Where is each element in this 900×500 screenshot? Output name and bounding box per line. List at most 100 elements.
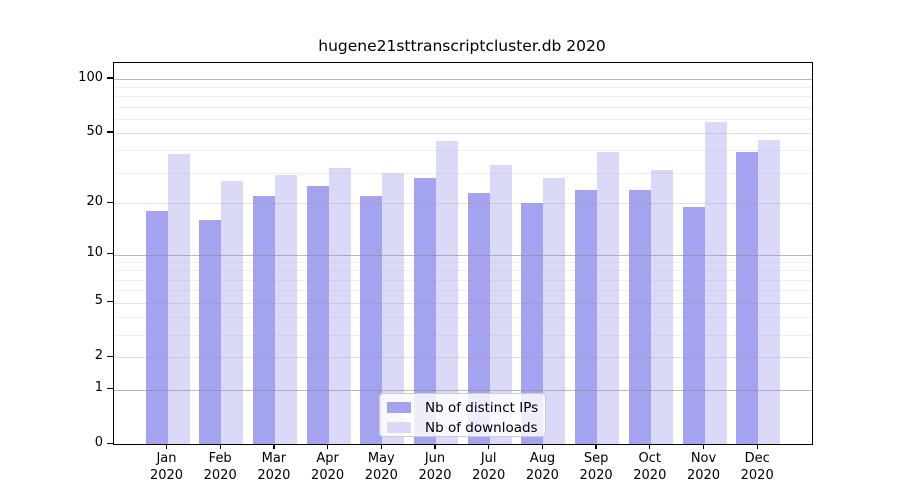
y-tick-label-100: 100 — [78, 69, 103, 85]
y-tick-label-10: 10 — [86, 245, 103, 261]
y-tick-mark-100 — [107, 77, 113, 79]
month-name: Mar — [261, 450, 287, 466]
bar-downloads — [274, 175, 297, 445]
gridline-40 — [114, 150, 812, 152]
bar-downloads — [328, 167, 351, 445]
month-year: 2020 — [633, 468, 667, 483]
bar-downloads — [382, 172, 405, 445]
x-tick-label-sep: Sep 2020 — [564, 450, 628, 485]
gridline-90 — [114, 87, 812, 89]
legend-item-downloads: Nb of downloads — [387, 419, 538, 436]
gridline-2 — [114, 357, 812, 359]
gridlines-layer — [114, 63, 812, 444]
legend: Nb of distinct IPs Nb of downloads — [379, 393, 546, 437]
y-tick-label-5: 5 — [94, 293, 103, 309]
gridline-80 — [114, 96, 812, 98]
x-tick-mark-apr — [326, 443, 329, 449]
chart-title: hugene21sttranscriptcluster.db 2020 — [318, 37, 606, 55]
bar-distinct-ips — [145, 211, 168, 445]
y-tick-label-20: 20 — [86, 193, 103, 209]
x-tick-label-jan: Jan 2020 — [135, 450, 199, 485]
bar-downloads — [758, 139, 781, 445]
gridline-50 — [114, 133, 812, 135]
gridline-1 — [114, 389, 812, 391]
x-tick-label-apr: Apr 2020 — [296, 450, 360, 485]
month-name: Oct — [638, 450, 662, 466]
y-tick-mark-10 — [107, 252, 113, 255]
month-year: 2020 — [364, 468, 398, 483]
month-year: 2020 — [257, 468, 291, 483]
month-year: 2020 — [579, 468, 613, 483]
month-name: Jan — [156, 450, 177, 466]
bar-distinct-ips — [628, 189, 651, 445]
x-tick-mark-mar — [273, 443, 275, 449]
bar-downloads — [489, 165, 512, 445]
gridline-9 — [114, 262, 812, 264]
bar-downloads — [221, 180, 244, 445]
bar-distinct-ips — [360, 196, 383, 445]
gridline-6 — [114, 290, 812, 292]
month-year: 2020 — [686, 468, 721, 483]
gridline-60 — [114, 118, 812, 120]
gridline-10 — [114, 254, 812, 256]
bar-downloads — [543, 177, 566, 445]
x-tick-label-feb: Feb 2020 — [188, 450, 252, 485]
y-tick-mark-20 — [107, 201, 113, 204]
gridline-70 — [114, 106, 812, 108]
x-tick-label-dec: Dec 2020 — [725, 450, 789, 485]
month-year: 2020 — [740, 468, 774, 483]
x-tick-mark-jun — [434, 443, 436, 449]
x-tick-mark-oct — [649, 443, 651, 449]
month-year: 2020 — [203, 468, 237, 483]
month-name: Feb — [208, 450, 232, 466]
legend-swatch-downloads — [387, 422, 411, 433]
month-name: Apr — [316, 450, 339, 466]
y-tick-mark-50 — [107, 131, 113, 133]
bar-distinct-ips — [199, 220, 222, 445]
month-year: 2020 — [472, 468, 506, 483]
gridline-5 — [114, 302, 812, 304]
x-tick-label-jun: Jun 2020 — [403, 450, 467, 485]
x-tick-mark-jul — [488, 443, 490, 449]
month-name: Nov — [690, 450, 717, 466]
bar-distinct-ips — [521, 203, 544, 445]
y-tick-label-2: 2 — [94, 347, 103, 363]
x-tick-mark-aug — [541, 443, 544, 449]
y-tick-mark-5 — [107, 300, 113, 303]
bar-distinct-ips — [306, 186, 329, 445]
month-year: 2020 — [311, 468, 345, 483]
month-name: Sep — [583, 450, 609, 466]
bar-distinct-ips — [252, 196, 275, 445]
y-tick-label-0: 0 — [94, 435, 103, 450]
month-name: Dec — [744, 450, 770, 466]
x-tick-label-oct: Oct 2020 — [618, 450, 682, 485]
gridline-4 — [114, 317, 812, 319]
plot-area — [113, 62, 813, 445]
gridline-7 — [114, 279, 812, 281]
bar-distinct-ips — [467, 192, 490, 445]
y-tick-mark-0 — [107, 442, 113, 445]
legend-label-downloads: Nb of downloads — [425, 419, 538, 436]
x-tick-mark-nov — [702, 443, 705, 449]
y-tick-mark-1 — [107, 387, 113, 390]
x-tick-mark-sep — [595, 443, 597, 449]
x-tick-label-nov: Nov 2020 — [672, 450, 736, 485]
month-year: 2020 — [525, 468, 559, 483]
y-tick-mark-2 — [107, 355, 113, 358]
bar-distinct-ips — [682, 207, 705, 445]
gridline-8 — [114, 270, 812, 272]
bar-distinct-ips — [736, 152, 759, 445]
bars-layer — [114, 63, 812, 445]
month-name: Aug — [529, 450, 556, 466]
legend-item-distinct-ips: Nb of distinct IPs — [387, 399, 538, 416]
x-tick-mark-jan — [165, 443, 168, 449]
bar-downloads — [436, 141, 458, 445]
month-name: Jul — [480, 450, 497, 466]
month-year: 2020 — [149, 468, 184, 483]
bar-distinct-ips — [414, 177, 436, 445]
x-tick-mark-feb — [219, 443, 221, 449]
bar-distinct-ips — [575, 189, 598, 445]
legend-swatch-distinct-ips — [387, 402, 411, 413]
bar-downloads — [167, 154, 190, 445]
